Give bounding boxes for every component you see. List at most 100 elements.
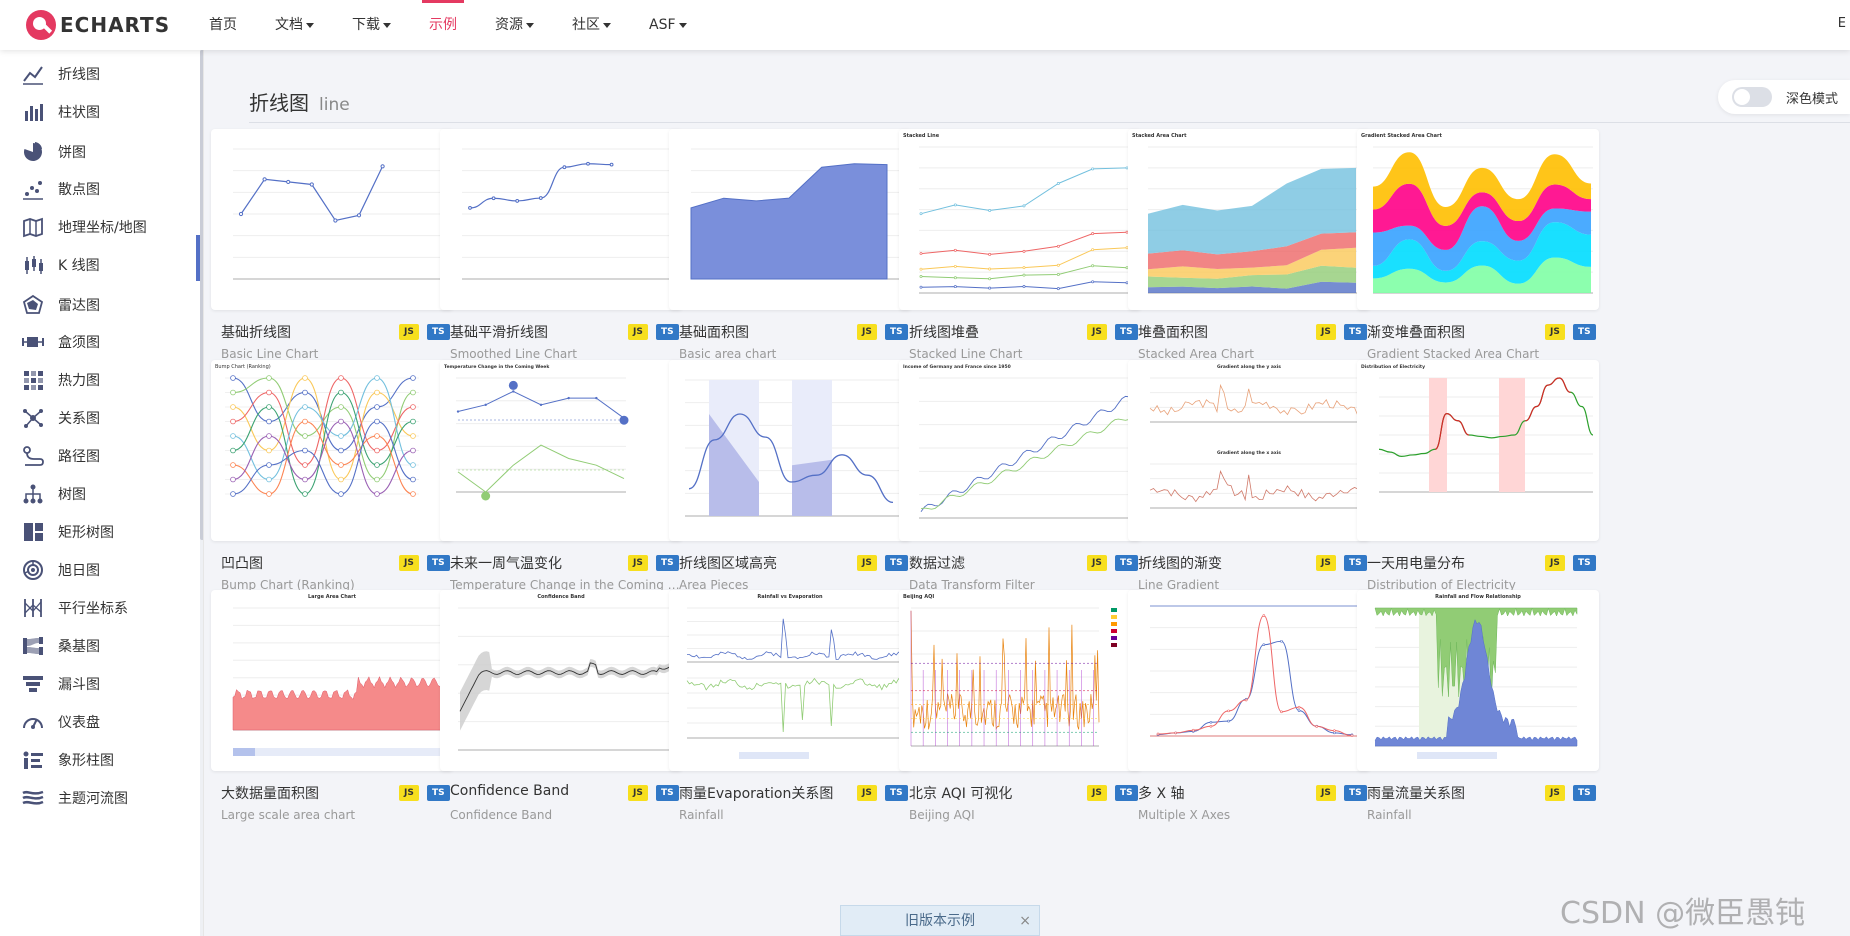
sidebar-item-11[interactable]: 树图 — [0, 472, 203, 516]
example-title[interactable]: 折线图堆叠 — [909, 325, 979, 341]
dark-mode-switch[interactable] — [1732, 87, 1772, 107]
example-card[interactable]: Bump Chart (Ranking) 凹凸图 JS TS Bump Chart (R… — [211, 360, 453, 592]
js-badge[interactable]: JS — [628, 785, 648, 801]
js-badge[interactable]: JS — [1087, 555, 1107, 571]
example-title[interactable]: 折线图的渐变 — [1138, 556, 1222, 572]
sidebar-scroll-thumb[interactable] — [200, 50, 203, 540]
nav-item-2[interactable]: 下载 — [333, 0, 410, 50]
js-badge[interactable]: JS — [399, 324, 419, 340]
example-thumbnail[interactable]: Gradient along the y axis Gradient along … — [1128, 360, 1370, 541]
example-thumbnail[interactable]: Confidence Band — [440, 590, 682, 771]
ts-badge[interactable]: TS — [427, 785, 450, 801]
example-card[interactable]: Distribution of Electricity 一天用电量分布 JS TS Di… — [1357, 360, 1599, 592]
ts-badge[interactable]: TS — [427, 555, 450, 571]
ts-badge[interactable]: TS — [656, 555, 679, 571]
example-title[interactable]: 大数据量面积图 — [221, 786, 319, 802]
js-badge[interactable]: JS — [399, 785, 419, 801]
ts-badge[interactable]: TS — [656, 324, 679, 340]
language-switch[interactable]: E — [1837, 16, 1846, 31]
ts-badge[interactable]: TS — [1344, 555, 1367, 571]
sidebar-item-18[interactable]: 象形柱图 — [0, 738, 203, 782]
sidebar-item-7[interactable]: 盒须图 — [0, 320, 203, 364]
example-thumbnail[interactable] — [1128, 590, 1370, 771]
example-card[interactable]: 多 X 轴 JS TS Multiple X Axes — [1128, 590, 1370, 822]
example-thumbnail[interactable]: Large Area Chart — [211, 590, 453, 771]
example-thumbnail[interactable] — [669, 129, 911, 310]
example-card[interactable]: 基础折线图 JS TS Basic Line Chart — [211, 129, 453, 361]
example-title[interactable]: 雨量流量关系图 — [1367, 786, 1465, 802]
example-thumbnail[interactable]: Stacked Area Chart — [1128, 129, 1370, 310]
js-badge[interactable]: JS — [1545, 555, 1565, 571]
js-badge[interactable]: JS — [1316, 555, 1336, 571]
example-thumbnail[interactable] — [440, 129, 682, 310]
nav-item-0[interactable]: 首页 — [190, 0, 256, 50]
ts-badge[interactable]: TS — [885, 555, 908, 571]
example-thumbnail[interactable]: Stacked Line — [899, 129, 1141, 310]
example-title[interactable]: 北京 AQI 可视化 — [909, 786, 1013, 802]
example-card[interactable]: Beijing AQI 北京 AQI 可视化 JS TS Beijing AQI — [899, 590, 1141, 822]
nav-item-1[interactable]: 文档 — [256, 0, 333, 50]
sidebar-item-1[interactable]: 柱状图 — [0, 90, 203, 134]
ts-badge[interactable]: TS — [885, 324, 908, 340]
ts-badge[interactable]: TS — [1115, 785, 1138, 801]
sidebar-item-19[interactable]: 主题河流图 — [0, 776, 203, 820]
js-badge[interactable]: JS — [1316, 324, 1336, 340]
example-title[interactable]: 基础平滑折线图 — [450, 325, 548, 341]
js-badge[interactable]: JS — [857, 324, 877, 340]
example-title[interactable]: 基础折线图 — [221, 325, 291, 341]
example-title[interactable]: 多 X 轴 — [1138, 786, 1185, 802]
example-thumbnail[interactable]: Distribution of Electricity — [1357, 360, 1599, 541]
sidebar-item-12[interactable]: 矩形树图 — [0, 510, 203, 554]
js-badge[interactable]: JS — [628, 555, 648, 571]
example-card[interactable]: Income of Germany and France since 1950 数… — [899, 360, 1141, 592]
sidebar-item-15[interactable]: 桑基图 — [0, 624, 203, 668]
example-thumbnail[interactable] — [669, 360, 911, 541]
example-title[interactable]: 基础面积图 — [679, 325, 749, 341]
example-card[interactable]: Stacked Line 折线图堆叠 JS TS Stacked Line Chart — [899, 129, 1141, 361]
old-version-link[interactable]: 旧版本示例 × — [840, 905, 1040, 936]
js-badge[interactable]: JS — [1316, 785, 1336, 801]
sidebar-item-3[interactable]: 散点图 — [0, 167, 203, 211]
example-title[interactable]: 堆叠面积图 — [1138, 325, 1208, 341]
ts-badge[interactable]: TS — [1344, 785, 1367, 801]
example-thumbnail[interactable]: Income of Germany and France since 1950 — [899, 360, 1141, 541]
js-badge[interactable]: JS — [1545, 785, 1565, 801]
example-card[interactable]: 基础面积图 JS TS Basic area chart — [669, 129, 911, 361]
example-title[interactable]: 雨量Evaporation关系图 — [679, 786, 834, 802]
nav-item-5[interactable]: 社区 — [553, 0, 630, 50]
example-title[interactable]: 凹凸图 — [221, 556, 263, 572]
example-card[interactable]: Rainfall vs Evaporation 雨量Evaporation关系图 J… — [669, 590, 911, 822]
example-title[interactable]: 折线图区域高亮 — [679, 556, 777, 572]
sidebar-item-16[interactable]: 漏斗图 — [0, 662, 203, 706]
ts-badge[interactable]: TS — [427, 324, 450, 340]
nav-item-6[interactable]: ASF — [630, 0, 706, 50]
example-title[interactable]: 数据过滤 — [909, 556, 965, 572]
example-title[interactable]: 一天用电量分布 — [1367, 556, 1465, 572]
js-badge[interactable]: JS — [399, 555, 419, 571]
sidebar-item-2[interactable]: 饼图 — [0, 130, 203, 174]
example-card[interactable]: Confidence Band Confidence Band JS TS Confid… — [440, 590, 682, 822]
example-card[interactable]: Stacked Area Chart 堆叠面积图 JS TS Stacked Area … — [1128, 129, 1370, 361]
example-thumbnail[interactable]: Rainfall and Flow Relationship — [1357, 590, 1599, 771]
ts-badge[interactable]: TS — [1573, 785, 1596, 801]
example-title[interactable]: 未来一周气温变化 — [450, 556, 562, 572]
ts-badge[interactable]: TS — [1573, 324, 1596, 340]
example-card[interactable]: Large Area Chart 大数据量面积图 JS TS Large scale a… — [211, 590, 453, 822]
sidebar-item-0[interactable]: 折线图 — [0, 52, 203, 96]
sidebar-item-17[interactable]: 仪表盘 — [0, 700, 203, 744]
js-badge[interactable]: JS — [857, 785, 877, 801]
example-thumbnail[interactable]: Temperature Change in the Coming Week — [440, 360, 682, 541]
sidebar-item-14[interactable]: 平行坐标系 — [0, 586, 203, 630]
nav-item-4[interactable]: 资源 — [476, 0, 553, 50]
sidebar-item-13[interactable]: 旭日图 — [0, 548, 203, 592]
close-icon[interactable]: × — [1019, 913, 1031, 929]
ts-badge[interactable]: TS — [1344, 324, 1367, 340]
example-thumbnail[interactable] — [211, 129, 453, 310]
js-badge[interactable]: JS — [628, 324, 648, 340]
example-card[interactable]: 基础平滑折线图 JS TS Smoothed Line Chart — [440, 129, 682, 361]
example-card[interactable]: Gradient along the y axis Gradient along … — [1128, 360, 1370, 592]
sidebar-scrollbar[interactable] — [200, 50, 203, 936]
ts-badge[interactable]: TS — [1573, 555, 1596, 571]
js-badge[interactable]: JS — [857, 555, 877, 571]
js-badge[interactable]: JS — [1087, 324, 1107, 340]
